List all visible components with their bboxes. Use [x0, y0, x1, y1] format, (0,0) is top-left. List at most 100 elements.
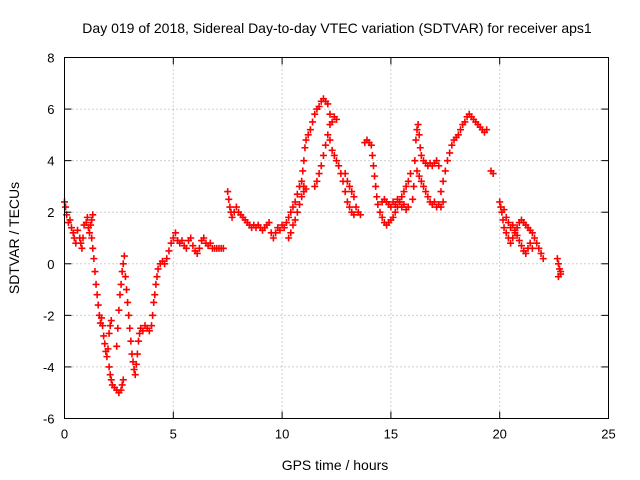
data-point: [130, 366, 138, 374]
data-point: [348, 188, 356, 196]
data-point: [410, 182, 418, 190]
data-point: [424, 193, 432, 201]
data-point: [178, 237, 186, 245]
data-point: [324, 100, 332, 108]
data-point: [404, 177, 412, 185]
data-point: [171, 229, 179, 237]
data-point: [313, 177, 321, 185]
data-point: [448, 141, 456, 149]
data-point: [443, 157, 451, 165]
data-point: [107, 376, 115, 384]
tick-layer: 0 5 10 15 20 25 -6 -4 -2 0 2 4 6 8: [43, 51, 616, 442]
data-layer: [61, 95, 565, 397]
data-point: [298, 193, 306, 201]
data-point: [115, 306, 123, 314]
data-point: [287, 229, 295, 237]
data-point: [430, 198, 438, 206]
data-point: [500, 224, 508, 232]
data-point: [118, 268, 126, 276]
data-point: [489, 170, 497, 178]
data-point: [100, 332, 108, 340]
data-point: [298, 177, 306, 185]
data-point: [553, 255, 561, 263]
data-point: [106, 371, 114, 379]
data-point: [94, 301, 102, 309]
data-point: [333, 115, 340, 123]
data-point: [149, 311, 157, 319]
data-point: [123, 286, 131, 294]
data-point: [400, 188, 408, 196]
data-point: [124, 298, 132, 306]
data-point: [296, 200, 304, 208]
data-point: [118, 381, 126, 389]
data-point: [105, 329, 113, 337]
data-point: [132, 360, 140, 368]
data-point: [315, 170, 323, 178]
data-point: [67, 224, 75, 232]
data-point: [293, 208, 301, 216]
data-point: [457, 126, 465, 134]
y-tick-label: -6: [43, 412, 55, 427]
data-point: [537, 249, 545, 257]
data-point: [411, 157, 419, 165]
data-point: [226, 203, 234, 211]
data-point: [62, 203, 70, 211]
data-point: [232, 203, 240, 211]
data-point: [83, 213, 91, 221]
data-point: [287, 208, 295, 216]
data-point: [77, 239, 85, 247]
data-point: [326, 136, 334, 144]
data-point: [396, 198, 404, 206]
data-point: [441, 167, 449, 175]
data-point: [139, 327, 147, 335]
data-point: [150, 298, 158, 306]
data-point: [376, 208, 384, 216]
data-point: [367, 141, 375, 149]
data-point: [437, 203, 445, 211]
data-point: [439, 177, 447, 185]
data-point: [306, 126, 314, 134]
data-point: [415, 172, 423, 180]
data-point: [301, 144, 309, 152]
data-point: [104, 345, 112, 353]
data-point: [169, 234, 177, 242]
data-point: [420, 182, 428, 190]
data-point: [502, 213, 510, 221]
data-point: [113, 342, 121, 350]
y-axis-label: SDTVAR / TECUs: [6, 182, 22, 294]
data-point: [66, 216, 74, 224]
data-point: [533, 239, 541, 247]
data-point: [483, 126, 491, 134]
data-point: [502, 229, 510, 237]
data-point: [74, 226, 82, 234]
data-point: [400, 200, 408, 208]
data-point: [309, 118, 317, 126]
data-point: [437, 188, 445, 196]
data-point: [504, 219, 512, 227]
data-point: [90, 255, 98, 263]
data-point: [373, 193, 381, 201]
data-point: [422, 188, 430, 196]
data-point: [151, 291, 159, 299]
x-tick-label: 0: [61, 427, 68, 442]
data-point: [93, 291, 101, 299]
data-point: [265, 219, 273, 227]
data-point: [92, 280, 100, 288]
data-point: [167, 239, 175, 247]
data-point: [126, 324, 134, 332]
data-point: [391, 208, 399, 216]
data-point: [507, 239, 515, 247]
data-point: [134, 337, 142, 345]
data-point: [86, 229, 94, 237]
chart-title: Day 019 of 2018, Sidereal Day-to-day VTE…: [82, 20, 592, 36]
data-point: [97, 314, 105, 322]
data-point: [333, 157, 340, 165]
data-point: [330, 151, 338, 159]
data-point: [152, 280, 160, 288]
data-point: [417, 151, 425, 159]
data-point: [125, 311, 133, 319]
data-point: [511, 226, 519, 234]
data-point: [539, 255, 547, 263]
data-point: [368, 151, 376, 159]
data-point: [326, 121, 334, 129]
